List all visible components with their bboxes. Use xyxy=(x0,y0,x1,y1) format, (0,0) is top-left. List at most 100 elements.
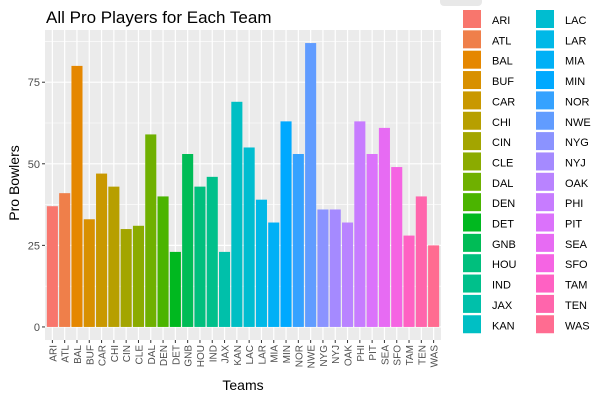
x-tick-label: JAX xyxy=(221,345,232,364)
bar-chi xyxy=(108,186,120,327)
legend-key-atl xyxy=(463,30,481,49)
legend-label: KAN xyxy=(492,320,515,332)
x-tick-label: IND xyxy=(208,345,219,362)
bar-gnb xyxy=(182,154,194,327)
bar-nwe xyxy=(305,43,317,327)
legend-key-phi xyxy=(536,193,554,212)
legend-key-ari xyxy=(463,10,481,28)
x-tick-label: BAL xyxy=(73,345,84,364)
x-tick-label: DET xyxy=(171,345,182,365)
bar-cin xyxy=(120,229,132,327)
legend-label: CLE xyxy=(492,157,513,169)
legend-key-det xyxy=(463,213,481,232)
bar-cle xyxy=(132,225,144,327)
bar-ind xyxy=(206,176,218,327)
legend-key-dal xyxy=(463,172,481,191)
y-tick-label: 75 xyxy=(28,77,40,89)
x-axis: ARI ATL BAL BUF CAR CHI CIN CLE DAL DEN DET GNB HOU I… xyxy=(48,340,441,369)
legend-label: TAM xyxy=(565,280,587,292)
bar-kan xyxy=(231,101,243,327)
legend-label: NYJ xyxy=(565,157,586,169)
legend-label: CIN xyxy=(492,137,511,149)
x-tick-label: SEA xyxy=(380,345,391,365)
legend-key-nor xyxy=(536,91,554,110)
x-tick-label: NOR xyxy=(294,345,305,367)
legend-label: CHI xyxy=(492,117,511,129)
legend-label: DET xyxy=(492,219,514,231)
bar-tam xyxy=(403,235,415,327)
x-tick-label: DAL xyxy=(147,345,158,365)
legend-key-kan xyxy=(463,315,481,334)
x-tick-label: HOU xyxy=(196,345,207,367)
legend-title-fragment xyxy=(440,0,482,6)
bar-mia xyxy=(268,222,280,327)
x-tick-label: ATL xyxy=(61,345,72,363)
x-tick-label: SFO xyxy=(393,345,404,366)
legend-label: MIN xyxy=(565,76,585,88)
x-tick-label: TEN xyxy=(417,345,428,365)
legend-key-den xyxy=(463,193,481,212)
x-tick-label: MIA xyxy=(270,345,281,363)
bar-oak xyxy=(342,222,354,327)
bar-car xyxy=(96,173,108,327)
legend-key-nyg xyxy=(536,132,554,151)
legend-label: SFO xyxy=(565,259,588,271)
legend-key-oak xyxy=(536,172,554,191)
legend-label: NYG xyxy=(565,137,589,149)
legend-key-cin xyxy=(463,132,481,151)
x-tick-label: CIN xyxy=(122,345,133,362)
y-axis: 0 25 50 75 xyxy=(28,77,45,334)
bar-nyj xyxy=(329,209,341,327)
legend-key-sea xyxy=(536,233,554,252)
legend-label: MIA xyxy=(565,56,585,68)
legend-label: GNB xyxy=(492,239,516,251)
x-tick-label: DEN xyxy=(159,345,170,366)
bar-sfo xyxy=(391,167,403,327)
legend-key-sfo xyxy=(536,254,554,273)
legend-key-ten xyxy=(536,294,554,313)
legend-key-pit xyxy=(536,213,554,232)
legend-label: DAL xyxy=(492,178,513,190)
legend-key-mia xyxy=(536,50,554,69)
chart-title: All Pro Players for Each Team xyxy=(46,8,272,27)
legend-key-hou xyxy=(463,254,481,273)
x-tick-label: NWE xyxy=(307,345,318,369)
bar-ten xyxy=(415,196,427,327)
legend-key-tam xyxy=(536,274,554,293)
x-tick-label: MIN xyxy=(282,345,293,363)
bars xyxy=(46,43,440,327)
legend-key-cle xyxy=(463,152,481,171)
legend-label: CAR xyxy=(492,96,515,108)
x-tick-label: PIT xyxy=(368,345,379,361)
legend-key-nwe xyxy=(536,111,554,130)
legend-label: NWE xyxy=(565,117,591,129)
bar-sea xyxy=(378,127,390,327)
legend-label: PIT xyxy=(565,219,582,231)
x-tick-label: LAR xyxy=(257,345,268,364)
legend-label: ATL xyxy=(492,35,511,47)
x-tick-label: LAC xyxy=(245,345,256,364)
x-tick-label: CAR xyxy=(98,345,109,366)
legend-label: BUF xyxy=(492,76,514,88)
x-axis-label: Teams xyxy=(222,377,263,393)
bar-nyg xyxy=(317,209,329,327)
legend-key-min xyxy=(536,71,554,90)
x-tick-label: PHI xyxy=(356,345,367,362)
x-tick-label: WAS xyxy=(430,345,441,368)
legend-label: LAR xyxy=(565,35,586,47)
legend-key-bal xyxy=(463,50,481,69)
legend-key-ind xyxy=(463,274,481,293)
y-tick-label: 0 xyxy=(34,322,40,334)
legend-label: SEA xyxy=(565,239,588,251)
bar-dal xyxy=(145,134,157,327)
bar-nor xyxy=(292,154,304,327)
legend-key-lar xyxy=(536,30,554,49)
legend-key-gnb xyxy=(463,233,481,252)
bar-den xyxy=(157,196,169,327)
legend-key-buf xyxy=(463,71,481,90)
legend-key-car xyxy=(463,91,481,110)
bar-hou xyxy=(194,186,206,327)
legend-label: ARI xyxy=(492,15,510,27)
legend: ARI ATL BAL BUF CAR CHI CIN CLE DAL DEN DET GNB HOU I… xyxy=(463,10,591,334)
legend-label: LAC xyxy=(565,15,586,27)
